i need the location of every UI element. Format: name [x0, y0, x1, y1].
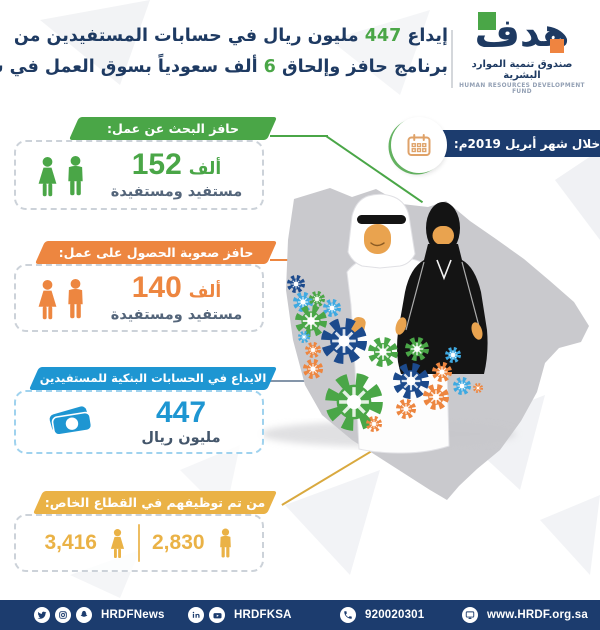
banner-difficulty: حافز صعوبة الحصول على عمل:: [34, 241, 278, 264]
job-search-value: 152: [131, 148, 182, 181]
connector-line-orange: [270, 259, 304, 262]
youtube-icon: [209, 607, 225, 623]
connector-line-green-h: [270, 135, 328, 138]
footer-website-url: www.HRDF.org.sa: [487, 609, 588, 621]
instagram-icon: [55, 607, 71, 623]
logo-orange-square: [550, 39, 564, 53]
title-line2-pre: برنامج حافز وإلحاق: [281, 57, 448, 77]
difficulty-value: 140: [131, 271, 182, 304]
snapchat-icon: [76, 607, 92, 623]
footer-social-hrdfksa[interactable]: HRDFKSA: [188, 600, 292, 630]
money-icon: [49, 406, 93, 436]
banner-job-search-label: حافز البحث عن عمل:: [107, 121, 239, 136]
difficulty-unit: ألف: [188, 282, 222, 302]
footer-handle-ksa: HRDFKSA: [234, 609, 292, 621]
card-job-search: 152 ألف مستفيد ومستفيدة: [14, 140, 264, 210]
banner-private-sector-label: من تم توظيفهم في القطاع الخاص:: [44, 495, 266, 510]
date-badge-label: خلال شهر أبريل 2019م:: [453, 136, 600, 151]
banner-job-search: حافز البحث عن عمل:: [68, 117, 278, 140]
footer-phone[interactable]: 920020301: [340, 600, 424, 630]
page-title: إيداع 447 مليون ريال في حسابات المستفيدي…: [0, 21, 448, 83]
connector-line-gray: [270, 380, 330, 383]
deposits-caption: مليون ريال: [141, 430, 221, 446]
title-line1-pre: إيداع: [407, 26, 448, 46]
card-deposits: 447 مليون ريال: [14, 390, 264, 454]
phone-icon: [340, 607, 356, 623]
footer-handle-news: HRDFNews: [101, 609, 165, 621]
footer-website[interactable]: www.HRDF.org.sa: [462, 600, 588, 630]
twitter-icon: [34, 607, 50, 623]
banner-difficulty-label: حافز صعوبة الحصول على عمل:: [58, 245, 254, 260]
man-woman-icon: [36, 154, 87, 197]
man-woman-icon: [36, 277, 87, 320]
footer-bar: HRDFNews HRDFKSA 920020301 www.HRDF.org.…: [0, 600, 600, 630]
logo-name-arabic: صندوق تنمية الموارد البشرية: [471, 59, 573, 81]
title-line-2: برنامج حافز وإلحاق 6 ألف سعودياً بسوق ال…: [0, 52, 448, 83]
title-line-1: إيداع 447 مليون ريال في حسابات المستفيدي…: [0, 21, 448, 52]
banner-deposits: الايداع في الحسابات البنكية للمستفيدين: [28, 367, 278, 390]
title-line1-number: 447: [364, 26, 402, 46]
woman-icon: [110, 528, 125, 558]
linkedin-icon: [188, 607, 204, 623]
footer-phone-number: 920020301: [365, 609, 425, 621]
header-divider: [451, 30, 453, 88]
deposits-value: 447: [155, 396, 207, 429]
difficulty-caption: مستفيد ومستفيدة: [110, 307, 243, 323]
calendar-icon: [407, 134, 431, 156]
date-badge-circle: [391, 117, 447, 173]
title-line1-post: مليون ريال في حسابات المستفيدين من: [13, 26, 359, 46]
logo-name-english: HUMAN RESOURCES DEVELOPMENT FUND: [459, 83, 585, 95]
female-employed-value: 3,416: [44, 531, 97, 554]
male-employed-value: 2,830: [152, 531, 205, 554]
hrdf-logo: هدف صندوق تنمية الموارد البشرية HUMAN RE…: [454, 10, 590, 96]
card-private-sector: 3,416 2,830: [14, 514, 264, 572]
banner-deposits-label: الايداع في الحسابات البنكية للمستفيدين: [39, 371, 267, 385]
monitor-icon: [462, 607, 478, 623]
logo-green-square: [478, 12, 496, 30]
man-icon: [219, 528, 231, 558]
job-search-caption: مستفيد ومستفيدة: [110, 184, 243, 200]
card-difficulty: 140 ألف مستفيد ومستفيدة: [14, 264, 264, 332]
job-search-unit: ألف: [188, 159, 222, 179]
date-badge: خلال شهر أبريل 2019م:: [428, 130, 600, 157]
banner-private-sector: من تم توظيفهم في القطاع الخاص:: [32, 491, 278, 514]
title-line2-post: ألف سعودياً بسوق العمل في شهر: [0, 57, 258, 77]
card-divider: [138, 524, 140, 562]
title-line2-number: 6: [263, 57, 276, 77]
footer-social-hrdfnews[interactable]: HRDFNews: [34, 600, 165, 630]
